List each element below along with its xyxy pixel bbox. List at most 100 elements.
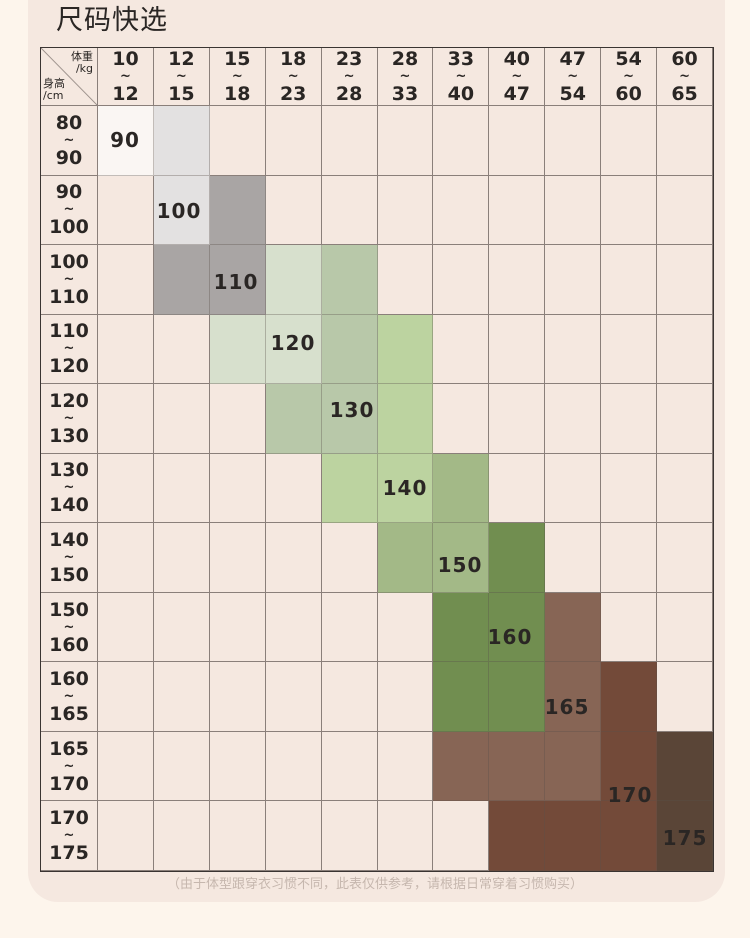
size-label: 100: [156, 199, 202, 223]
size-cell: [489, 523, 546, 593]
tilde: ~: [63, 828, 75, 844]
weight-column-header: 47 ~54: [545, 48, 602, 106]
size-cell: [601, 592, 658, 663]
tilde: ~: [63, 550, 75, 566]
size-cell: [545, 106, 602, 176]
range-value: 12: [168, 48, 195, 70]
range-value: 100: [49, 250, 89, 273]
size-cell: [209, 175, 266, 246]
size-cell: [321, 384, 378, 454]
size-cell: [98, 592, 154, 663]
size-cell: [153, 523, 210, 593]
range-value: 130: [49, 424, 89, 447]
range-value: 54: [615, 48, 642, 70]
size-cell: [209, 731, 266, 802]
size-cell: [209, 592, 266, 663]
size-cell: [545, 662, 602, 732]
size-cell: [153, 314, 210, 385]
size-cell: [265, 106, 322, 176]
size-cell: [433, 731, 490, 802]
size-cell: [545, 592, 602, 663]
range-value: 170: [49, 807, 89, 830]
size-cell: [601, 731, 658, 802]
size-label: 170: [607, 783, 653, 807]
range-value: 130: [49, 459, 89, 482]
size-label: 120: [270, 331, 316, 355]
range-value: 15: [168, 83, 195, 105]
weight-column-header: 12 ~15: [153, 48, 210, 106]
height-row-header: 100 ~110: [41, 245, 98, 315]
size-cell: [657, 106, 713, 176]
size-cell: [321, 801, 378, 871]
size-cell: [321, 245, 378, 315]
size-cell: [377, 245, 434, 315]
size-cell: [209, 384, 266, 454]
size-cell: [377, 731, 434, 802]
range-value: 160: [49, 633, 89, 656]
range-value: 60: [671, 48, 698, 70]
size-cell: [265, 314, 322, 385]
size-cell: [377, 662, 434, 732]
range-value: 90: [55, 146, 83, 169]
size-cell: [489, 662, 546, 732]
size-cell: [98, 106, 154, 176]
height-row-header: 130 ~140: [41, 453, 98, 524]
size-cell: [433, 175, 490, 246]
size-cell: [209, 801, 266, 871]
size-cell: [321, 453, 378, 524]
size-cell: [657, 662, 713, 732]
size-cell: [377, 314, 434, 385]
weight-unit: /kg: [75, 62, 93, 75]
height-row-header: 80 ~90: [41, 106, 98, 176]
size-cell: [98, 731, 154, 802]
range-value: 170: [49, 772, 89, 795]
range-value: 47: [559, 48, 586, 70]
range-value: 40: [503, 48, 531, 70]
size-cell: [209, 314, 266, 385]
size-cell: [657, 731, 713, 802]
height-unit: /cm: [43, 89, 64, 102]
weight-column-header: 15 ~18: [209, 48, 266, 106]
size-cell: [377, 592, 434, 663]
size-label: 150: [437, 553, 483, 577]
size-cell: [377, 523, 434, 593]
tilde: ~: [399, 69, 411, 84]
size-cell: [321, 731, 378, 802]
size-cell: [98, 662, 154, 732]
size-cell: [153, 245, 210, 315]
tilde: ~: [511, 69, 523, 84]
range-value: 150: [49, 598, 89, 621]
tilde: ~: [63, 341, 75, 357]
size-cell: [433, 314, 490, 385]
size-cell: [209, 106, 266, 176]
tilde: ~: [231, 69, 243, 84]
size-label: 90: [110, 128, 140, 152]
size-cell: [98, 175, 154, 246]
height-row-header: 120 ~130: [41, 384, 98, 454]
range-value: 28: [335, 83, 363, 105]
size-label: 110: [213, 270, 259, 294]
size-cell: [153, 731, 210, 802]
size-cell: [209, 523, 266, 593]
size-label: 140: [382, 476, 428, 500]
size-cell: [601, 175, 658, 246]
weight-label: 体重: [71, 50, 93, 63]
tilde: ~: [63, 689, 75, 705]
size-cell: [657, 175, 713, 246]
size-cell: [377, 175, 434, 246]
range-value: 12: [112, 83, 139, 105]
tilde: ~: [287, 69, 299, 84]
weight-column-header: 10 ~12: [98, 48, 154, 106]
size-cell: [265, 801, 322, 871]
size-cell: [657, 245, 713, 315]
size-cell: [265, 523, 322, 593]
size-cell: [98, 801, 154, 871]
size-cell: [489, 175, 546, 246]
size-cell: [601, 662, 658, 732]
tilde: ~: [63, 132, 75, 148]
size-cell: [489, 801, 546, 871]
size-cell: [601, 314, 658, 385]
size-label: 130: [329, 398, 375, 422]
size-cell: [321, 314, 378, 385]
size-cell: [545, 801, 602, 871]
